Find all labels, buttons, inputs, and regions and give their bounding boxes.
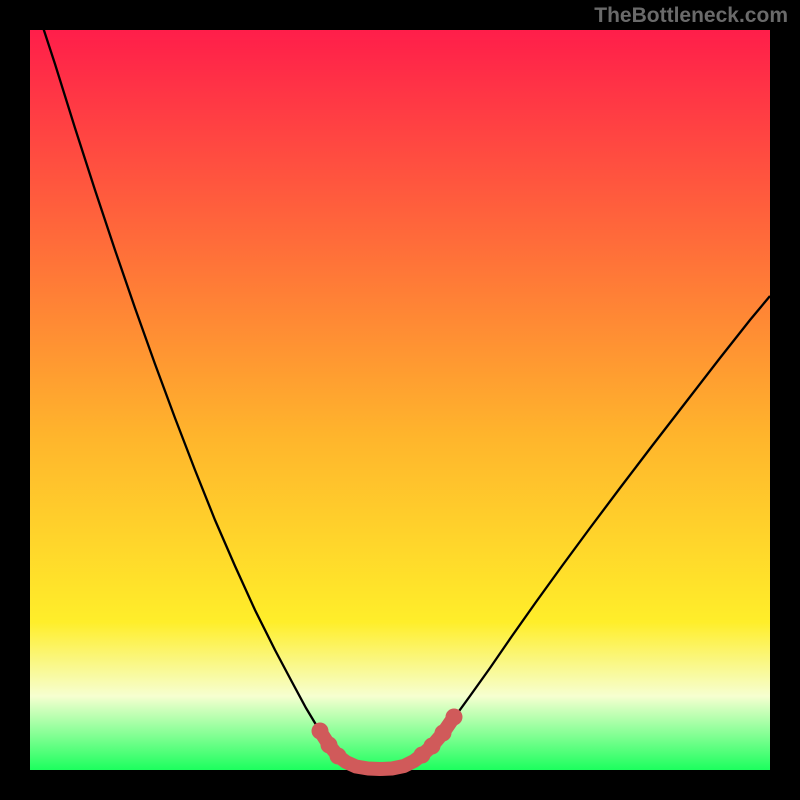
highlight-dot <box>446 709 463 726</box>
chart-svg-layer <box>0 0 800 800</box>
chart-container: TheBottleneck.com <box>0 0 800 800</box>
bottleneck-curve <box>36 6 770 769</box>
highlight-dot <box>435 725 452 742</box>
highlight-dot <box>312 723 329 740</box>
highlight-dot <box>330 748 347 765</box>
plot-border-mask <box>0 0 800 800</box>
highlight-dot <box>424 738 441 755</box>
curve-highlight-region <box>312 709 463 770</box>
watermark-text: TheBottleneck.com <box>594 4 788 28</box>
